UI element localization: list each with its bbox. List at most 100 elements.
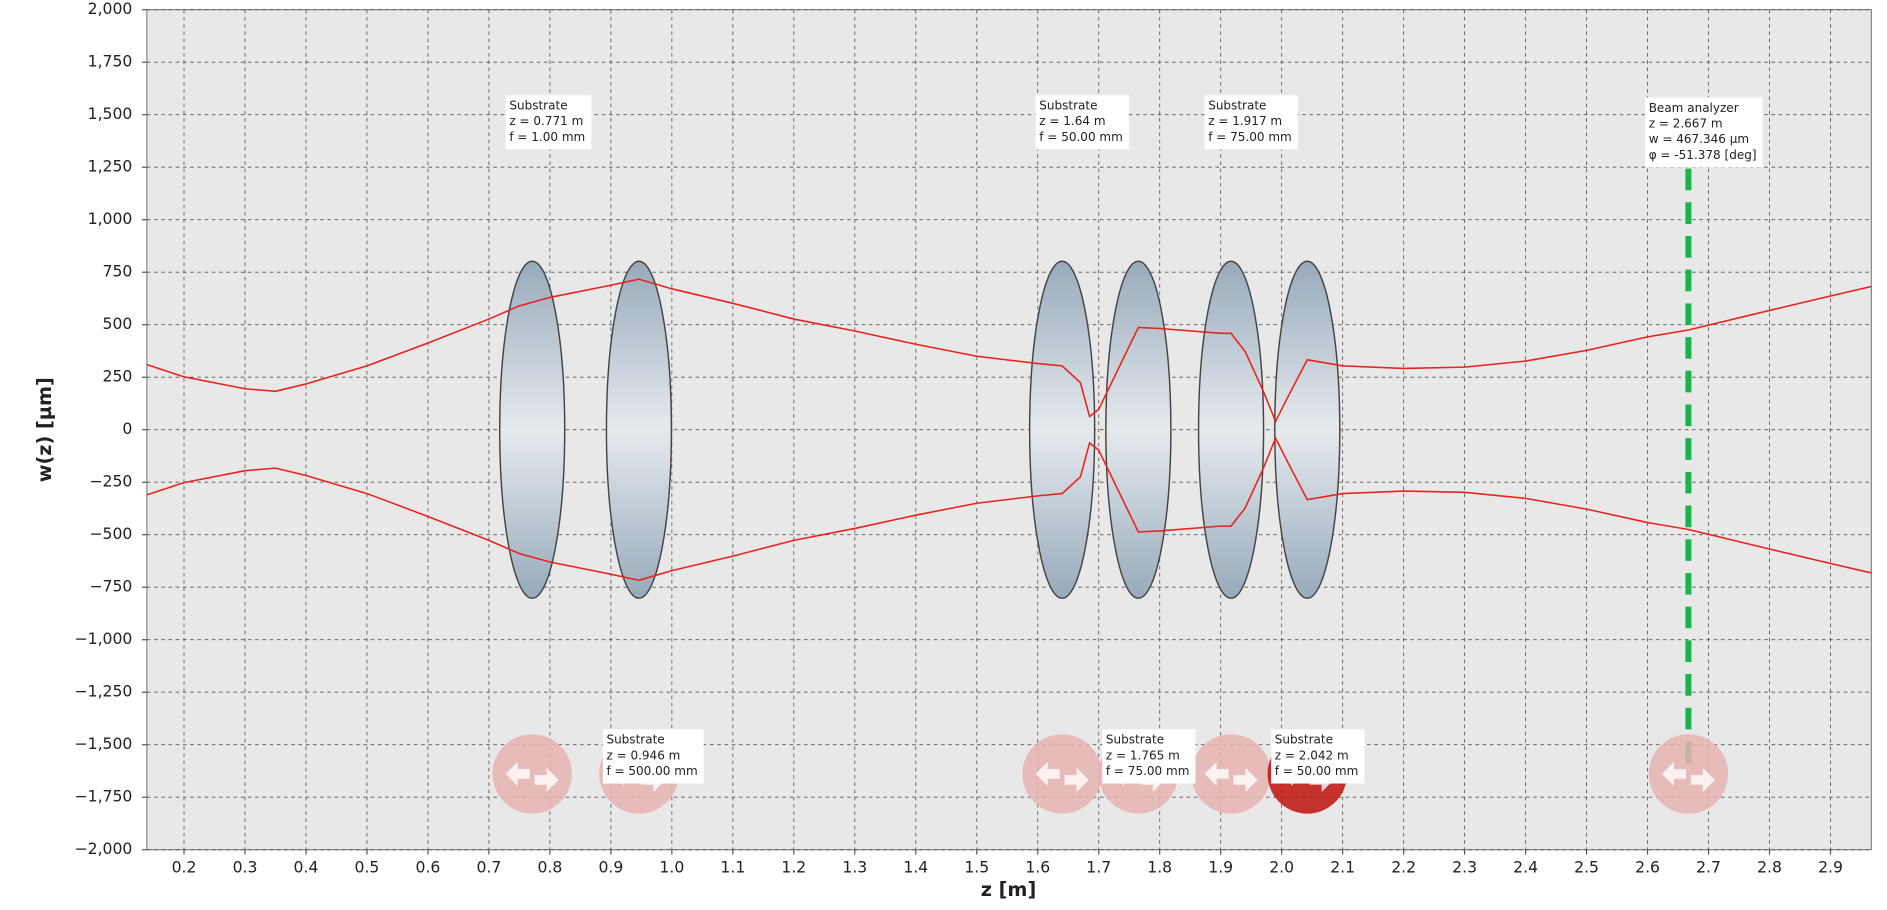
label-text: w = 467.346 µm bbox=[1649, 132, 1749, 146]
icon-arrow bbox=[1661, 761, 1715, 792]
x-tick-label: 0.2 bbox=[172, 857, 197, 876]
label-text: Substrate bbox=[1106, 733, 1164, 747]
y-tick-label: −2,000 bbox=[75, 839, 133, 858]
lens bbox=[605, 260, 673, 599]
y-tick-label: −1,750 bbox=[75, 787, 133, 806]
icon-circle bbox=[492, 734, 572, 814]
lens bbox=[499, 260, 566, 599]
x-tick-label: 2.2 bbox=[1391, 857, 1416, 876]
label-box bbox=[1271, 729, 1365, 784]
y-tick-label: −1,500 bbox=[75, 734, 133, 753]
label-text: Beam analyzer bbox=[1649, 101, 1739, 115]
label-text: z = 1.64 m bbox=[1039, 114, 1105, 128]
y-tick-label: 0 bbox=[122, 419, 132, 438]
label-text: f = 50.00 mm bbox=[1039, 130, 1123, 144]
lens-handle bbox=[1191, 734, 1271, 814]
label-text: z = 1.917 m bbox=[1208, 114, 1282, 128]
label-text: z = 0.771 m bbox=[509, 114, 583, 128]
icon-arrow bbox=[1035, 761, 1089, 792]
x-tick-label: 2.4 bbox=[1513, 857, 1538, 876]
lens bbox=[1028, 260, 1096, 599]
icon-arrow bbox=[1204, 761, 1258, 792]
y-tick-label: −500 bbox=[89, 524, 132, 543]
label-text: z = 2.042 m bbox=[1275, 748, 1349, 762]
label-box bbox=[1645, 97, 1763, 168]
analyzer-handle bbox=[1648, 734, 1729, 814]
x-tick-label: 1.6 bbox=[1025, 857, 1050, 876]
x-tick-label: 2.0 bbox=[1269, 857, 1294, 876]
label-text: φ = -51.378 [deg] bbox=[1649, 148, 1757, 162]
x-tick-label: 2.1 bbox=[1330, 857, 1355, 876]
label-box bbox=[1102, 729, 1196, 784]
x-tick-label: 2.3 bbox=[1452, 857, 1477, 876]
x-tick-label: 2.5 bbox=[1574, 857, 1599, 876]
y-tick-label: 1,500 bbox=[88, 104, 133, 123]
label-text: f = 75.00 mm bbox=[1106, 764, 1190, 778]
x-axis-title: z [m] bbox=[981, 878, 1037, 901]
icon-circle bbox=[1648, 734, 1729, 814]
x-tick-label: 0.3 bbox=[233, 857, 258, 876]
beam-curve bbox=[146, 278, 1872, 424]
label-box bbox=[505, 95, 592, 150]
x-tick-label: 1.4 bbox=[903, 857, 928, 876]
y-tick-label: 1,000 bbox=[88, 209, 133, 228]
lens-handle bbox=[492, 734, 572, 814]
y-tick-label: 2,000 bbox=[88, 0, 133, 18]
label-text: Substrate bbox=[1208, 99, 1266, 113]
x-tick-label: 1.5 bbox=[964, 857, 989, 876]
x-tick-label: 1.0 bbox=[659, 857, 684, 876]
lens bbox=[1197, 260, 1265, 599]
x-tick-label: 1.2 bbox=[781, 857, 806, 876]
x-tick-label: 1.7 bbox=[1086, 857, 1111, 876]
y-tick-label: −1,000 bbox=[75, 629, 133, 648]
label-text: f = 75.00 mm bbox=[1208, 130, 1292, 144]
label-text: Substrate bbox=[606, 733, 664, 747]
label-text: z = 1.765 m bbox=[1106, 748, 1180, 762]
x-tick-label: 1.9 bbox=[1208, 857, 1233, 876]
icon-circle bbox=[1191, 734, 1271, 814]
y-axis-title: w(z) [µm] bbox=[33, 377, 56, 482]
x-tick-label: 1.3 bbox=[842, 857, 867, 876]
lens bbox=[1105, 260, 1172, 599]
y-tick-label: −1,250 bbox=[75, 682, 133, 701]
x-tick-label: 1.8 bbox=[1147, 857, 1172, 876]
x-tick-label: 0.6 bbox=[416, 857, 441, 876]
icon-circle bbox=[1022, 734, 1102, 814]
label-box bbox=[1035, 95, 1129, 150]
label-text: Substrate bbox=[509, 99, 567, 113]
lens-handle bbox=[1022, 734, 1102, 814]
x-tick-label: 2.7 bbox=[1696, 857, 1721, 876]
lens bbox=[1274, 260, 1341, 599]
label-text: z = 2.667 m bbox=[1649, 117, 1723, 131]
x-tick-label: 0.9 bbox=[598, 857, 623, 876]
x-tick-label: 0.4 bbox=[294, 857, 319, 876]
x-tick-label: 2.6 bbox=[1635, 857, 1660, 876]
y-tick-label: −750 bbox=[89, 577, 132, 596]
x-tick-label: 0.5 bbox=[355, 857, 380, 876]
label-text: Substrate bbox=[1275, 733, 1333, 747]
icon-arrow bbox=[505, 761, 559, 792]
y-tick-label: −250 bbox=[89, 472, 132, 491]
y-tick-label: 1,250 bbox=[88, 157, 133, 176]
label-box bbox=[602, 729, 704, 784]
x-tick-label: 0.8 bbox=[537, 857, 562, 876]
y-tick-label: 500 bbox=[103, 314, 133, 333]
x-tick-label: 1.1 bbox=[720, 857, 745, 876]
label-text: z = 0.946 m bbox=[606, 748, 680, 762]
beam-curve bbox=[146, 436, 1872, 582]
y-tick-label: 750 bbox=[103, 262, 133, 281]
label-box bbox=[1204, 95, 1298, 150]
x-tick-label: 0.7 bbox=[476, 857, 501, 876]
label-text: f = 50.00 mm bbox=[1275, 764, 1359, 778]
label-text: f = 500.00 mm bbox=[606, 764, 697, 778]
analyzer-label: Beam analyzer z = 2.667 mw = 467.346 µm φ … bbox=[1645, 97, 1763, 168]
x-tick-label: 2.8 bbox=[1757, 857, 1782, 876]
y-tick-label: 1,750 bbox=[88, 52, 133, 71]
